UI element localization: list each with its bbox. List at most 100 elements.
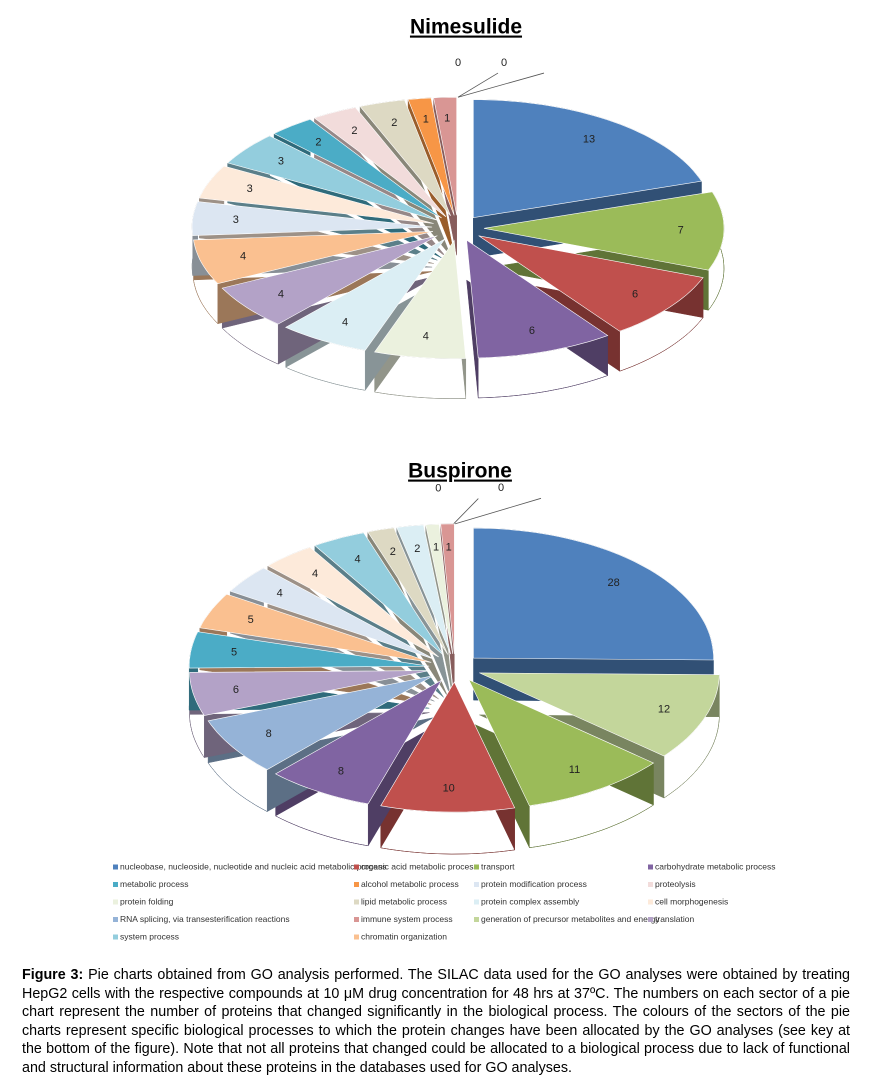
legend-swatch: [113, 917, 118, 922]
legend-swatch: [113, 934, 118, 940]
slice-label: 4: [278, 288, 284, 300]
slice-label: 7: [678, 225, 684, 237]
slice: [473, 527, 714, 661]
slice-label: 10: [443, 783, 455, 795]
slice-label: 2: [391, 117, 397, 129]
slice-label: 2: [390, 546, 396, 558]
slice-label: 13: [583, 133, 595, 145]
slice: [473, 99, 703, 219]
legend-swatch: [474, 864, 479, 870]
slice-label: 5: [248, 614, 254, 626]
slice: [359, 99, 451, 216]
slice-label: 2: [414, 543, 420, 555]
legend-label: lipid metabolic process: [361, 896, 447, 906]
slice-label: 1: [444, 112, 450, 124]
slice: [374, 239, 467, 359]
legend-swatch: [474, 882, 479, 887]
slice-label: 5: [231, 647, 237, 659]
legend-label: carbohydrate metabolic process: [655, 861, 775, 871]
legend-label: system process: [120, 931, 179, 941]
slice: [433, 96, 457, 216]
slice: [466, 239, 609, 359]
zero-leader: [454, 497, 542, 525]
legend-label: transport: [481, 861, 515, 871]
slice: [226, 135, 438, 221]
legend-label: protein complex assembly: [481, 896, 580, 906]
legend-label: nucleobase, nucleoside, nucleotide and n…: [120, 861, 387, 871]
legend-swatch: [354, 864, 359, 870]
slice-label: 28: [608, 577, 620, 589]
slice: [425, 523, 454, 655]
legend-label: chromatin organization: [361, 931, 447, 941]
slice-label: 3: [247, 183, 253, 195]
zero-leader: [453, 498, 479, 525]
legend-label: translation: [655, 914, 694, 924]
slice-label: 2: [315, 136, 321, 148]
slice: [468, 679, 655, 807]
legend-label: metabolic process: [120, 879, 189, 889]
chart-title: Buspirone: [408, 460, 512, 483]
slice: [314, 532, 444, 656]
legend-swatch: [648, 917, 653, 922]
legend-label: cell morphogenesis: [655, 896, 728, 906]
slice-label: 8: [266, 728, 272, 740]
slice: [273, 118, 442, 219]
slice-label: 6: [233, 684, 239, 696]
slice-label: 4: [240, 251, 246, 263]
slice: [191, 201, 433, 236]
slice: [221, 235, 438, 325]
legend-label: generation of precursor metabolites and …: [481, 914, 660, 924]
legend-swatch: [354, 882, 359, 887]
legend-swatch: [648, 899, 653, 905]
slice: [479, 672, 720, 757]
slice: [313, 107, 447, 217]
slice: [380, 681, 516, 813]
slice-label: 12: [658, 704, 670, 716]
slice-label: 2: [351, 125, 357, 137]
legend-swatch: [474, 899, 479, 905]
slice: [285, 238, 446, 351]
zero-leader: [457, 72, 545, 98]
slice-label: 3: [278, 155, 284, 167]
slice-label: 4: [423, 330, 429, 342]
slice: [193, 231, 433, 285]
slice: [478, 235, 704, 332]
caption: Figure 3: Pie charts obtained from GO an…: [22, 966, 850, 1077]
legend-swatch: [354, 899, 359, 905]
slice-label: 0: [498, 482, 504, 494]
chart-title: Nimesulide: [410, 16, 522, 39]
slice: [407, 97, 455, 216]
slice-label: 4: [342, 316, 348, 328]
legend-label: proteolysis: [655, 879, 696, 889]
legend-swatch: [474, 917, 479, 922]
slice-label: 1: [446, 541, 452, 553]
legend-label: protein modification process: [481, 879, 587, 889]
slice-label: 0: [435, 482, 441, 494]
legend-swatch: [354, 934, 359, 940]
legend-label: protein folding: [120, 896, 174, 906]
legend-swatch: [113, 899, 118, 905]
slice: [267, 546, 439, 658]
slice-label: 6: [529, 325, 535, 337]
slice: [229, 567, 435, 660]
legend-swatch: [113, 882, 118, 887]
caption-label: Figure 3:: [22, 967, 84, 983]
legend-label: alcohol metabolic process: [361, 879, 459, 889]
slice: [189, 670, 430, 716]
slice-label: 1: [433, 542, 439, 554]
slice-label: 8: [338, 766, 344, 778]
slice: [199, 593, 432, 663]
slice-label: 3: [233, 214, 239, 226]
slice: [207, 675, 434, 770]
legend-swatch: [648, 864, 653, 870]
slice-label: 1: [423, 114, 429, 126]
slice-label: 11: [569, 764, 580, 776]
slice-label: 4: [312, 568, 318, 580]
legend-swatch: [113, 864, 118, 870]
slice: [440, 523, 455, 654]
slice: [396, 524, 451, 655]
slice: [274, 679, 443, 805]
legend-label: organic acid metabolic process: [361, 861, 478, 871]
